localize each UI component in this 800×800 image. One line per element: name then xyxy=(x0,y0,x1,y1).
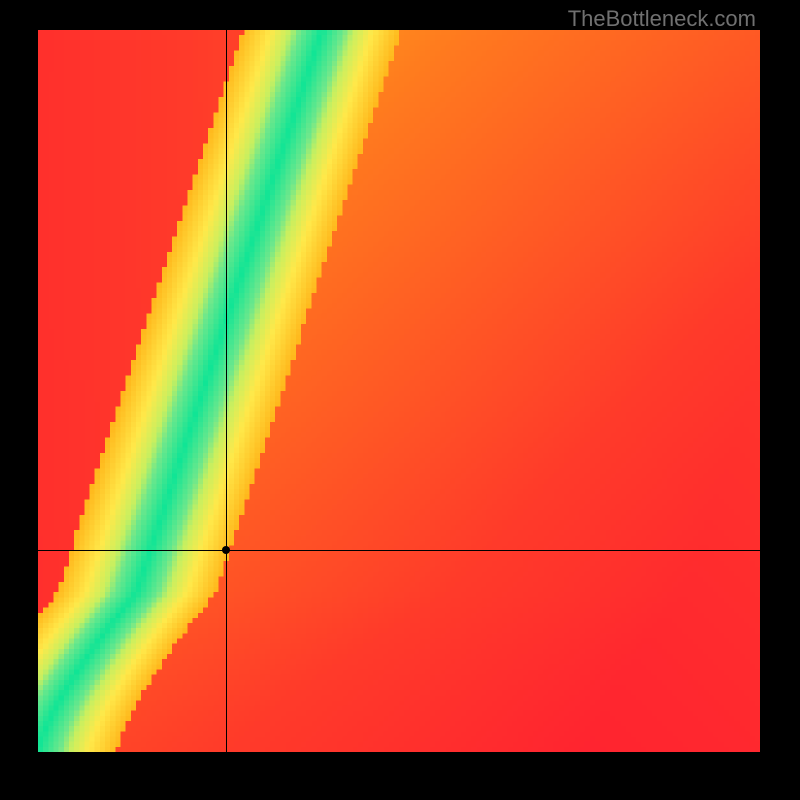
crosshair-vertical xyxy=(226,30,227,752)
marker-dot xyxy=(222,546,230,554)
plot-area xyxy=(38,30,760,752)
heatmap-canvas xyxy=(38,30,760,752)
crosshair-horizontal xyxy=(38,550,760,551)
watermark-text: TheBottleneck.com xyxy=(568,6,756,32)
